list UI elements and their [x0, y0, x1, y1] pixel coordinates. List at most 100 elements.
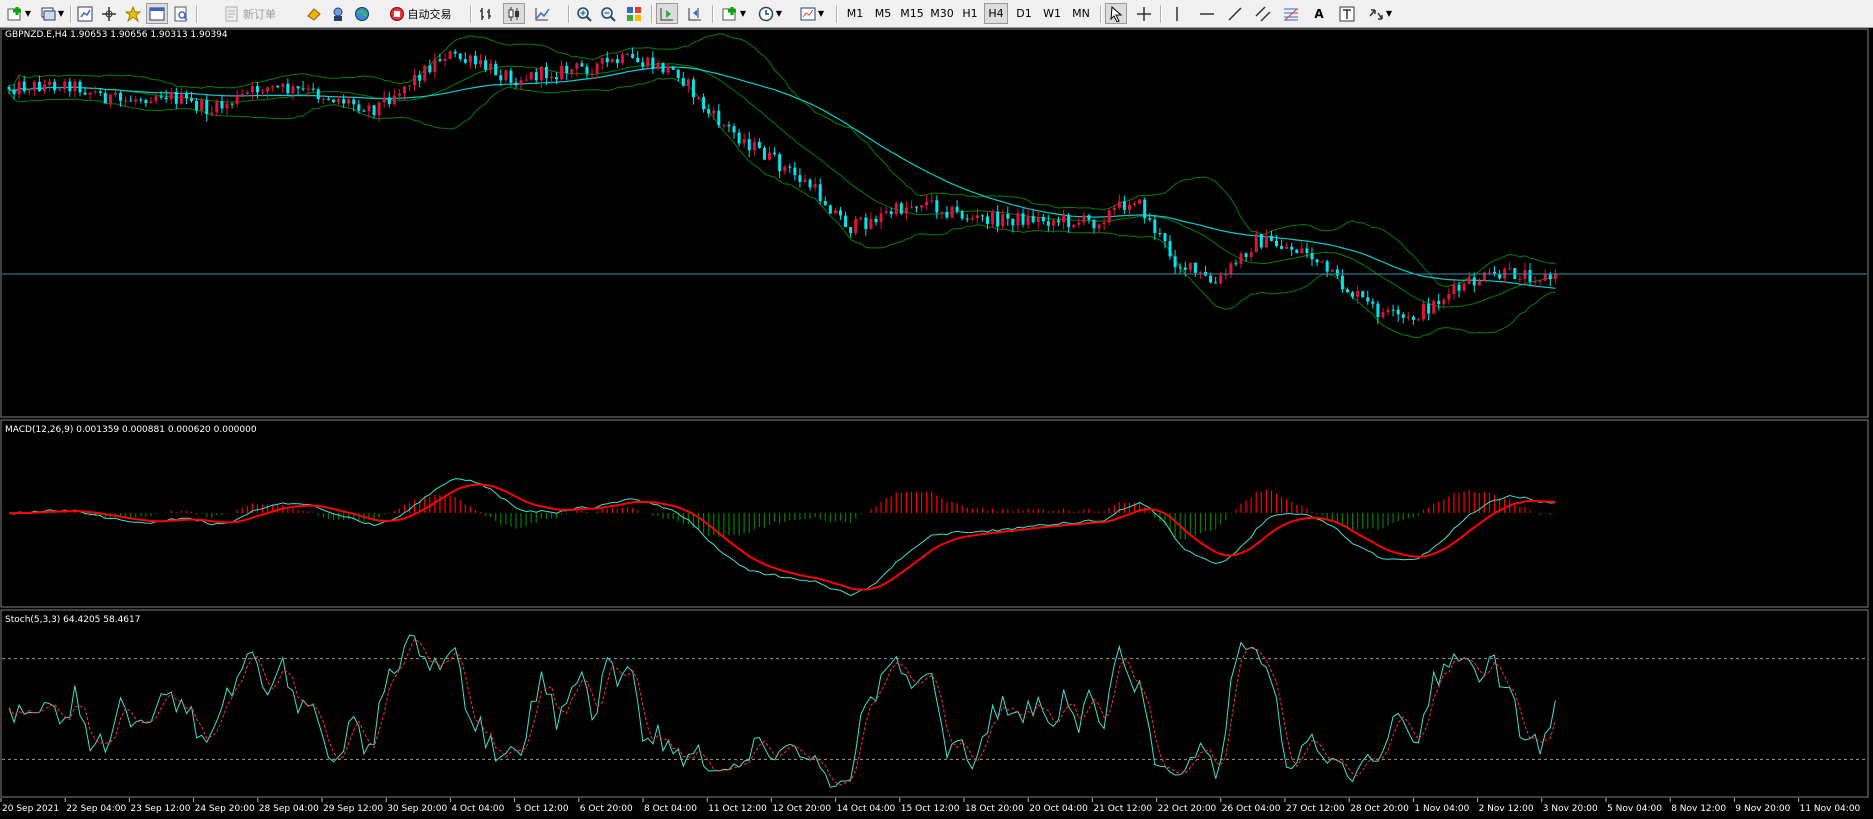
new-order-button[interactable]: 新订单 — [200, 3, 300, 24]
candle-body — [1001, 214, 1005, 227]
zoom-in-button[interactable] — [573, 3, 595, 24]
time-axis-label: 15 Oct 12:00 — [901, 804, 960, 814]
candle-body — [590, 73, 594, 75]
timeframe-m30[interactable]: M30 — [930, 7, 954, 20]
time-axis-label: 11 Nov 04:00 — [1800, 804, 1861, 814]
candle-body — [1528, 270, 1532, 282]
strategy-tester-button[interactable] — [170, 3, 192, 24]
candle-body — [560, 65, 564, 80]
timeframe-mn[interactable]: MN — [1072, 7, 1090, 20]
timeframe-h4[interactable]: H4 — [984, 3, 1008, 24]
text-tool-button[interactable]: A — [1308, 3, 1330, 24]
candle-body — [281, 83, 285, 88]
tile-windows-button[interactable] — [623, 3, 645, 24]
candle-body — [494, 63, 498, 76]
new-chart-button[interactable]: ▼ — [4, 3, 34, 24]
data-window-button[interactable] — [98, 3, 120, 24]
time-axis-label: 11 Oct 12:00 — [708, 804, 767, 814]
auto-scroll-button[interactable] — [656, 3, 678, 24]
indicators-button[interactable]: ▼ — [718, 3, 750, 24]
fibonacci-button[interactable] — [1280, 3, 1302, 24]
candle-body — [37, 81, 41, 92]
terminal-button[interactable] — [146, 3, 168, 24]
candle-body — [1533, 281, 1537, 283]
candle-body — [793, 167, 797, 176]
candle-body — [179, 93, 183, 104]
candle-body — [1229, 263, 1233, 274]
candle-body — [818, 184, 822, 201]
text-label-button[interactable] — [1336, 3, 1358, 24]
candle-body — [93, 91, 97, 93]
timeframe-d1[interactable]: D1 — [1016, 7, 1032, 20]
chart-shift-button[interactable] — [684, 3, 706, 24]
timeframe-h1[interactable]: H1 — [962, 7, 978, 20]
periods-button[interactable]: ▼ — [754, 3, 786, 24]
candle-body — [1366, 297, 1370, 302]
time-axis-label: 21 Oct 12:00 — [1093, 804, 1152, 814]
candle-body — [1432, 300, 1436, 314]
candle-body — [717, 110, 721, 126]
time-axis-label: 27 Oct 12:00 — [1286, 804, 1345, 814]
candlesticks-button[interactable] — [503, 3, 525, 24]
candle-body — [991, 211, 995, 224]
arrows-button[interactable]: ▼ — [1364, 3, 1396, 24]
chart-canvas[interactable]: 20 Sep 2021 22 Sep 04:00 23 Sep 12:00 24 Se… — [0, 28, 1873, 815]
candle-body — [869, 218, 873, 230]
candle-body — [1351, 292, 1355, 297]
signals-button[interactable] — [327, 3, 349, 24]
new-order-icon — [225, 6, 238, 21]
navigator-button[interactable] — [122, 3, 144, 24]
editor-icon — [307, 7, 321, 21]
candle-body — [986, 216, 990, 224]
candle-body — [1371, 301, 1375, 304]
web-button[interactable] — [351, 3, 373, 24]
crosshair-tool-button[interactable] — [1133, 3, 1155, 24]
candle-body — [544, 66, 548, 79]
profiles-button[interactable]: ▼ — [37, 3, 67, 24]
timeframe-m1[interactable]: M1 — [846, 7, 864, 20]
time-axis-label: 20 Sep 2021 — [2, 804, 59, 814]
timeframe-m5[interactable]: M5 — [874, 7, 892, 20]
candle-body — [63, 81, 67, 90]
auto-trading-button[interactable]: 自动交易 — [377, 3, 463, 24]
metaeditor-button[interactable] — [303, 3, 325, 24]
chart-area[interactable]: 20 Sep 2021 22 Sep 04:00 23 Sep 12:00 24 Se… — [0, 28, 1873, 815]
templates-button[interactable]: ▼ — [796, 3, 828, 24]
timeframe-w1[interactable]: W1 — [1043, 7, 1061, 20]
candle-body — [144, 99, 148, 104]
horizontal-line-button[interactable] — [1196, 3, 1218, 24]
candle-body — [159, 96, 163, 98]
candle-body — [7, 87, 11, 90]
candle-body — [1305, 248, 1309, 254]
trendline-button[interactable] — [1224, 3, 1246, 24]
candle-body — [134, 99, 138, 102]
candle-body — [367, 105, 371, 112]
candle-body — [727, 124, 731, 127]
candle-body — [98, 91, 102, 94]
candle-body — [458, 53, 462, 60]
candle-body — [889, 211, 893, 215]
bar-chart-button[interactable] — [475, 3, 497, 24]
candle-body — [1051, 220, 1055, 226]
candle-body — [1259, 234, 1263, 248]
candle-body — [524, 79, 528, 81]
candle-body — [1133, 203, 1137, 206]
zoom-out-button[interactable] — [597, 3, 619, 24]
market-watch-button[interactable] — [74, 3, 96, 24]
candle-body — [1092, 219, 1096, 229]
macd-main-line — [8, 478, 1556, 597]
candle-body — [316, 89, 320, 100]
candle-body — [306, 88, 310, 90]
arrows-icon — [1369, 8, 1383, 20]
timeframe-m15[interactable]: M15 — [900, 7, 924, 20]
cursor-tool-button[interactable] — [1105, 3, 1127, 24]
candle-body — [549, 77, 553, 79]
candle-body — [585, 66, 589, 74]
line-chart-button[interactable] — [531, 3, 553, 24]
vertical-line-button[interactable] — [1166, 3, 1188, 24]
panel-borders — [0, 28, 1869, 798]
channel-button[interactable] — [1252, 3, 1274, 24]
candle-body — [78, 81, 82, 93]
candle-body — [225, 103, 229, 109]
candlesticks-icon — [508, 6, 519, 21]
